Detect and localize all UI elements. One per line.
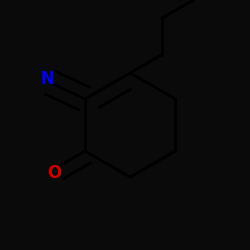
Text: N: N (40, 70, 54, 87)
Text: O: O (47, 164, 62, 182)
